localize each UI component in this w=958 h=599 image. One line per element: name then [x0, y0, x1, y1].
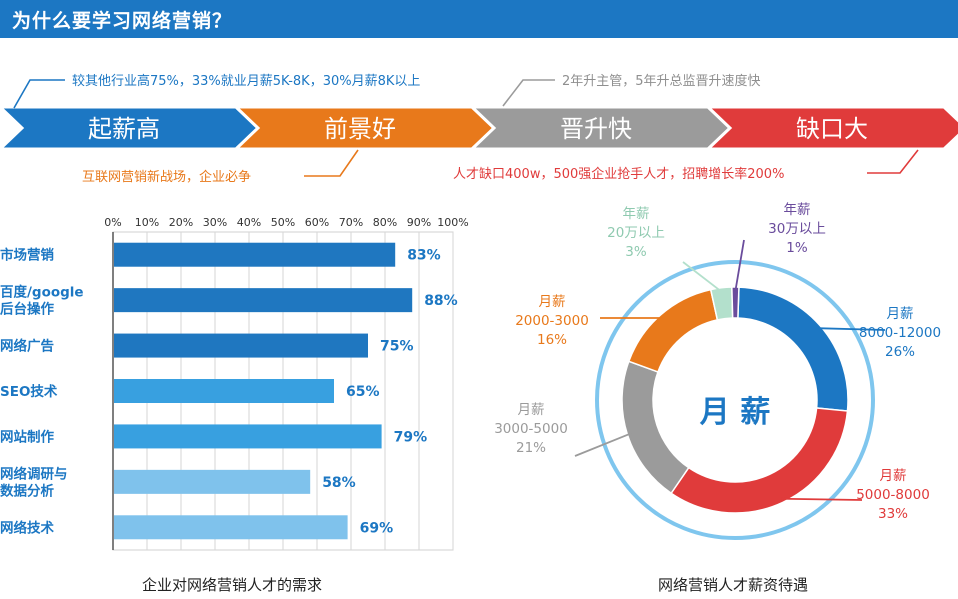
bar-value-label: 75% — [380, 339, 414, 355]
donut-chart-title: 网络营销人才薪资待遇 — [658, 576, 808, 594]
donut-center-label: 月 薪 — [700, 395, 770, 430]
bar — [114, 242, 396, 267]
bar-value-label: 69% — [360, 520, 394, 536]
donut-slice-label: 月薪 — [518, 402, 545, 418]
promotion-callout-line — [502, 79, 555, 107]
page-title: 为什么要学习网络营销？ — [12, 10, 233, 32]
bar-tick-label: 60% — [305, 216, 329, 229]
bar-chart-title: 企业对网络营销人才的需求 — [142, 576, 322, 594]
bar-tick-label: 80% — [373, 216, 397, 229]
bar-category-label: SEO技术 — [0, 383, 58, 400]
bar-tick-label: 10% — [135, 216, 159, 229]
donut-leader-line — [734, 239, 745, 292]
salary-callout-line — [13, 79, 65, 109]
bar-tick-label: 30% — [203, 216, 227, 229]
bar-category-label: 市场营销 — [0, 247, 54, 264]
bar — [114, 333, 368, 358]
donut-leader-line — [574, 432, 632, 457]
bar — [114, 379, 334, 403]
callout-lines — [13, 79, 919, 177]
donut-outer-ring — [595, 260, 875, 540]
donut-slice-label: 21% — [516, 440, 546, 456]
donut-leader-line — [781, 497, 863, 501]
donut-slice-label: 30万以上 — [768, 221, 826, 237]
donut-slice-label: 3000-5000 — [494, 421, 568, 437]
bar-category-label: 后台操作 — [0, 301, 54, 318]
bar-value-label: 83% — [407, 248, 441, 264]
donut-slice-label: 20万以上 — [607, 225, 665, 241]
bar — [114, 515, 348, 540]
banner-label-2: 前景好 — [324, 115, 396, 143]
donut-slice — [731, 286, 740, 319]
salary-donut-chart: 月薪 8000-12000 26% 月薪 5000-8000 33% 月薪 3000-5000… — [494, 202, 941, 594]
donut-slice-label: 月薪 — [887, 306, 914, 322]
banner-label-1: 起薪高 — [88, 115, 160, 143]
donut-slice — [627, 288, 719, 373]
bar — [114, 288, 413, 313]
donut-slice-label: 年薪 — [623, 206, 650, 222]
donut-leader-line — [816, 327, 886, 331]
donut-callouts: 月薪 8000-12000 26% 月薪 5000-8000 33% 月薪 3000-5000… — [494, 202, 941, 522]
bar-category-label: 网站制作 — [0, 428, 54, 445]
bar-category-label: 网络调研与 — [0, 465, 68, 482]
salary-note: 较其他行业高75%，33%就业月薪5K-8K，30%月薪8K以上 — [72, 73, 420, 89]
donut-slice-label: 月薪 — [539, 294, 566, 310]
donut-slices — [621, 286, 849, 514]
donut-slice-label: 8000-12000 — [859, 325, 941, 341]
donut-leader-line — [682, 261, 723, 293]
bar — [114, 424, 382, 449]
bar-tick-label: 50% — [271, 216, 295, 229]
gap-callout-line — [867, 149, 919, 174]
bar-tick-label: 70% — [339, 216, 363, 229]
bar-category-label: 百度/google — [0, 284, 84, 301]
donut-slice-label: 26% — [885, 344, 915, 360]
bar-category-label: 网络技术 — [0, 519, 54, 536]
bar-tick-label: 100% — [437, 216, 468, 229]
bar-value-label: 88% — [424, 293, 458, 309]
prospect-callout-line — [304, 149, 359, 177]
bar-category-label: 网络广告 — [0, 338, 54, 355]
donut-slice-label: 2000-3000 — [515, 313, 589, 329]
banner-arrows: 起薪高 前景好 晋升快 缺口大 — [0, 105, 958, 151]
bar-chart-ticks: 0% 10% 20% 30% 40% 50% 60% 70% 80% 90% 100% — [104, 216, 468, 229]
donut-slice-label: 3% — [625, 244, 647, 260]
donut-slice-label: 33% — [878, 506, 908, 522]
bar-value-label: 58% — [322, 475, 356, 491]
donut-slice — [621, 360, 690, 495]
banner-label-3: 晋升快 — [560, 115, 632, 143]
bar-value-label: 65% — [346, 384, 380, 400]
bar-category-label: 数据分析 — [0, 482, 54, 499]
prospect-note: 互联网营销新战场，企业必争 — [82, 169, 251, 185]
donut-slice — [737, 286, 849, 412]
donut-slice-label: 16% — [537, 332, 567, 348]
donut-slice-label: 1% — [786, 240, 808, 256]
header-bar: 为什么要学习网络营销？ — [0, 0, 958, 38]
bar-tick-label: 90% — [407, 216, 431, 229]
bar-tick-label: 40% — [237, 216, 261, 229]
donut-slice-label: 年薪 — [784, 202, 811, 218]
donut-slice-label: 月薪 — [880, 468, 907, 484]
demand-bar-chart: 0% 10% 20% 30% 40% 50% 60% 70% 80% 90% 100% 83% 市场营… — [0, 216, 469, 594]
bar-tick-label: 20% — [169, 216, 193, 229]
bar — [114, 469, 311, 494]
promotion-note: 2年升主管，5年升总监晋升速度快 — [562, 73, 761, 89]
donut-slice-label: 5000-8000 — [856, 487, 930, 503]
banner-arrow-4 — [704, 105, 958, 151]
bar-tick-label: 0% — [104, 216, 121, 229]
gap-note: 人才缺口400w，500强企业抢手人才，招聘增长率200% — [453, 166, 784, 182]
banner-label-4: 缺口大 — [796, 115, 868, 143]
bar-value-label: 79% — [394, 429, 428, 445]
